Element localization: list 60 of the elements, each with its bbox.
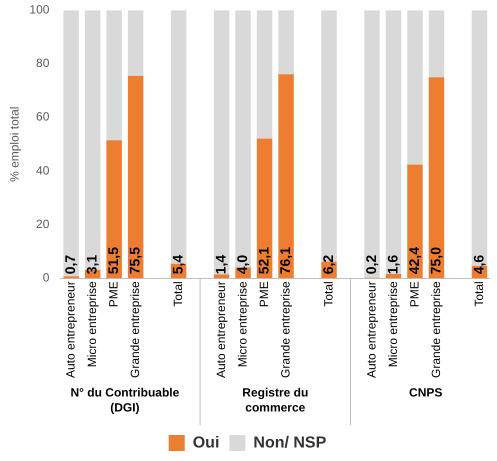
bar [364,10,380,278]
data-label: 51,5 [105,246,121,274]
bar [278,74,294,278]
data-label: 0,2 [362,254,379,274]
x-tick-label: Auto entrepreneur [214,281,228,378]
y-axis-title: % emploi total [8,106,22,182]
x-tick-label: Grande entreprise [278,280,292,378]
x-tick-label: Auto entrepreneur [364,281,378,378]
bar [256,138,272,278]
bar [128,76,144,278]
y-tick-label: 20 [36,216,50,231]
bar [386,274,402,278]
bar [214,10,230,275]
x-tick-label: Micro entreprise [386,280,400,368]
y-tick-label: 60 [36,110,50,124]
data-label: 75,5 [126,246,142,274]
data-label: 6,2 [320,254,336,274]
data-label: 42,4 [406,246,422,274]
bar [106,10,122,140]
x-tick-label: Grande entreprise [128,280,142,378]
x-tick-label: Total [170,281,185,307]
text: N° du Contribuable (DGI) [70,385,180,414]
text: CNPS [409,385,442,400]
bar [278,10,294,74]
data-label: 1,6 [384,254,400,274]
bar [106,140,122,278]
x-tick-label: Total [321,281,336,307]
data-label: 3,1 [84,254,100,274]
bar [214,274,230,278]
x-tick-label: PME [106,281,120,308]
bar [63,10,79,276]
data-label: 0,7 [62,254,78,274]
data-label: 52,1 [255,246,272,274]
bar [407,164,423,278]
data-label: 4,0 [234,254,250,274]
x-tick-label: Total [472,281,486,307]
x-tick-label: Grande entreprise [428,280,443,378]
x-tick-label: PME [407,281,422,308]
y-tick-label: 80 [36,56,50,70]
y-tick-label: 0 [42,270,50,285]
bar [407,10,423,165]
text: Registre du commerce [242,385,308,414]
data-label: 1,4 [212,254,228,274]
data-label: 76,1 [276,246,293,274]
bar [428,77,444,278]
bar [128,10,144,76]
legend-label: Non/ NSP [253,434,327,452]
data-label: 75,0 [427,246,444,274]
x-tick-label: Micro entreprise [84,280,99,368]
data-label: 5,4 [169,254,186,274]
bar [428,10,444,78]
x-tick-label: Auto entrepreneur [63,281,78,378]
bar [256,10,272,139]
y-tick-label: 100 [29,2,50,17]
y-tick-label: 40 [36,163,50,178]
bar [386,10,402,274]
x-tick-label: PME [256,281,271,308]
x-tick-label: Micro entreprise [235,280,250,368]
data-label: 4,6 [470,254,486,274]
legend-label: Oui [192,434,220,452]
